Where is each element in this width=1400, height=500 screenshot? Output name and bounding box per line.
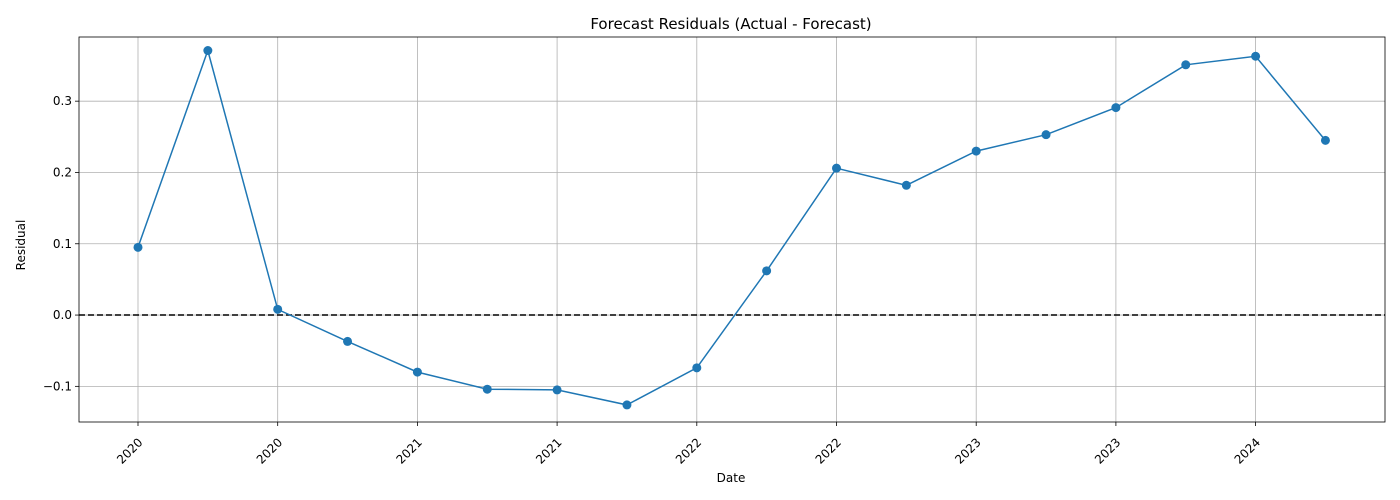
data-point: [1320, 135, 1330, 145]
x-tick-label: 2020: [114, 435, 145, 466]
data-point: [412, 367, 422, 377]
data-point: [552, 385, 562, 395]
y-tick-label: 0.2: [53, 165, 72, 179]
y-tick-label: −0.1: [43, 379, 72, 393]
plot-frame: [78, 36, 1386, 423]
y-tick-label: 0.0: [53, 308, 72, 322]
data-point: [482, 384, 492, 394]
data-point: [133, 242, 143, 252]
grid: [79, 37, 1385, 422]
y-ticks: −0.1 0.0 0.1 0.2 0.3: [43, 94, 79, 393]
y-tick-label: 0.3: [53, 94, 72, 108]
x-tick-label: 2021: [393, 435, 424, 466]
data-point: [273, 304, 283, 314]
chart-title: Forecast Residuals (Actual - Forecast): [590, 15, 871, 33]
x-tick-label: 2023: [1092, 435, 1123, 466]
x-tick-label: 2021: [533, 435, 564, 466]
x-tick-label: 2024: [1232, 435, 1263, 466]
data-point: [1251, 51, 1261, 61]
x-tick-label: 2020: [254, 435, 285, 466]
residuals-line: [137, 47, 1326, 406]
data-point: [901, 180, 911, 190]
data-point: [1041, 130, 1051, 140]
data-point: [692, 363, 702, 373]
data-point: [832, 163, 841, 173]
x-tick-label: 2022: [673, 435, 704, 466]
data-point: [762, 266, 772, 276]
x-ticks: 2020 2020 2021 2021 2022 2022 2023 2023 2024: [114, 422, 1263, 467]
data-point: [1181, 60, 1191, 70]
data-point: [1111, 103, 1121, 113]
data-point: [203, 46, 213, 56]
y-tick-label: 0.1: [53, 237, 72, 251]
x-axis-label: Date: [717, 471, 746, 485]
data-point: [622, 400, 632, 410]
y-axis-label: Residual: [14, 220, 28, 271]
x-tick-label: 2022: [813, 435, 844, 466]
data-point: [343, 336, 353, 346]
axes: [78, 36, 1386, 423]
data-point: [971, 146, 981, 156]
x-tick-label: 2023: [952, 435, 983, 466]
series-residuals: [133, 46, 1330, 410]
